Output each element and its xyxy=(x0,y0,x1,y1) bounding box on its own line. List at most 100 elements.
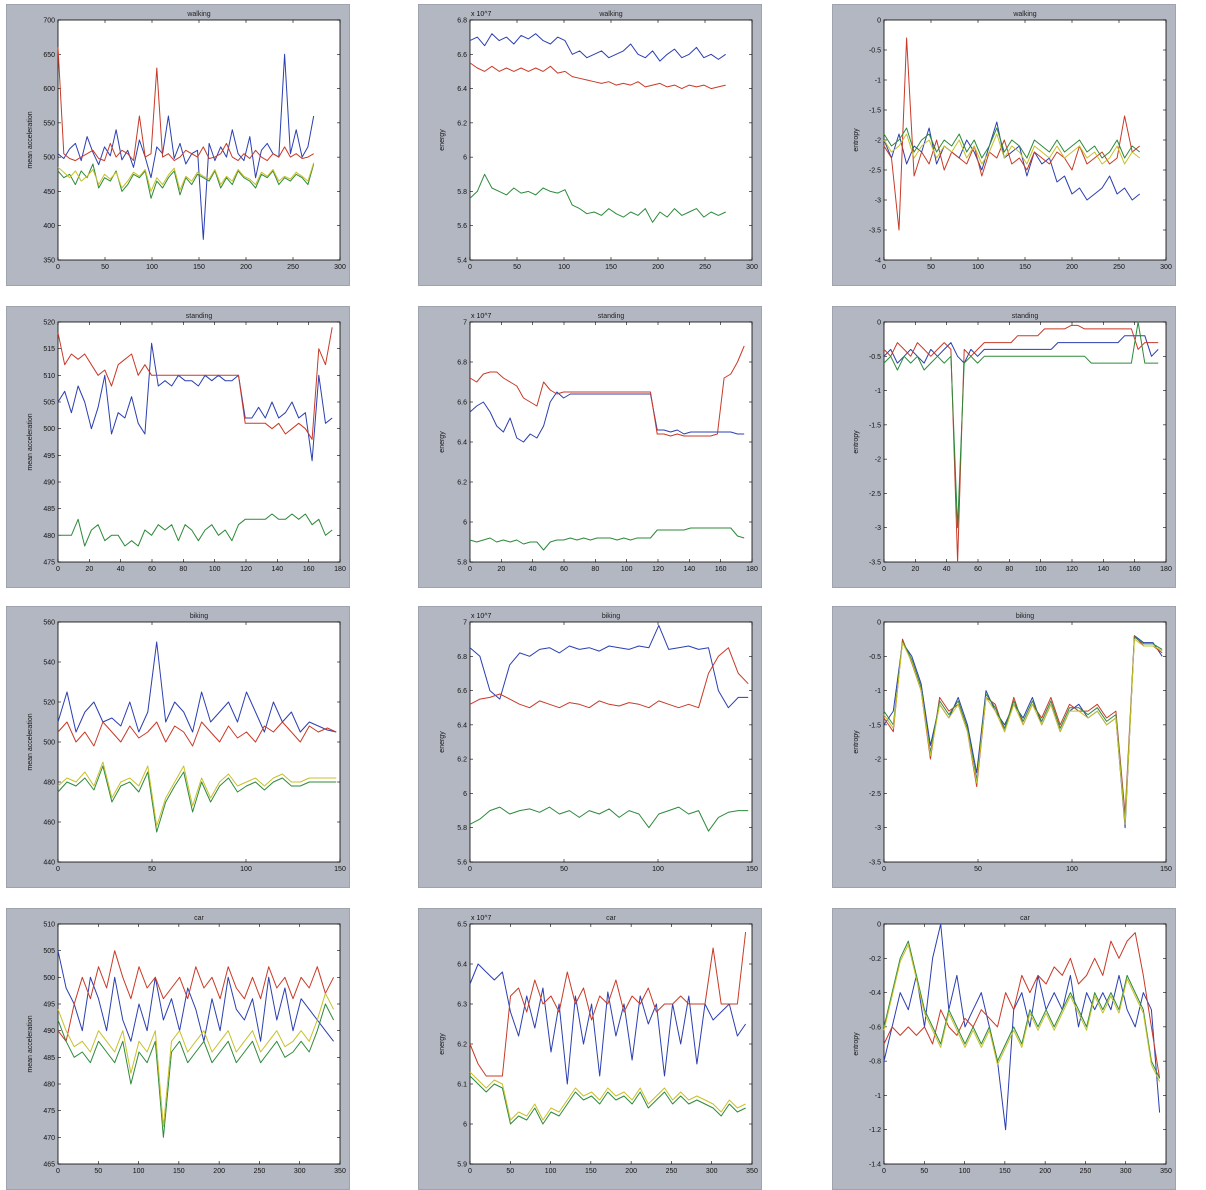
y-tick-label: 560 xyxy=(43,620,55,627)
y-tick-label: 490 xyxy=(43,480,55,487)
x-tick-label: 100 xyxy=(240,866,252,873)
x-tick-label: 150 xyxy=(1019,264,1031,271)
y-tick-label: -2 xyxy=(875,138,881,145)
series-line-2 xyxy=(469,806,749,832)
x-tick-label: 200 xyxy=(240,264,252,271)
axis-multiplier: x 10^7 xyxy=(471,915,492,922)
chart-svg: biking entropy 0 50 100 150 -3.5 -3 -2.5 -2 -1.5 -1… xyxy=(853,613,1172,873)
y-tick-label: 520 xyxy=(43,320,55,327)
series-line-2 xyxy=(57,765,337,833)
chart-title: walking xyxy=(186,11,210,18)
series-line-1 xyxy=(469,345,745,437)
y-tick-label: 7 xyxy=(463,320,467,327)
x-tick-label: 100 xyxy=(1066,866,1078,873)
y-tick-label: 6.4 xyxy=(457,962,467,969)
x-tick-label: 180 xyxy=(746,566,758,573)
x-tick-label: 50 xyxy=(974,866,982,873)
y-tick-label: 400 xyxy=(43,223,55,230)
x-tick-label: 120 xyxy=(1066,566,1078,573)
y-tick-label: 650 xyxy=(43,52,55,59)
x-tick-label: 200 xyxy=(213,1168,225,1175)
series-line-1 xyxy=(57,47,314,162)
y-tick-label: 6.4 xyxy=(457,86,467,93)
y-tick-label: -0.4 xyxy=(869,990,881,997)
series-line-3 xyxy=(469,1071,746,1121)
y-axis-label: mean acceleration xyxy=(27,1015,34,1072)
plot-area xyxy=(469,621,753,863)
y-tick-label: 475 xyxy=(43,1108,55,1115)
y-tick-label: 495 xyxy=(43,453,55,460)
y-tick-label: 6 xyxy=(463,520,467,527)
y-tick-label: 510 xyxy=(43,922,55,929)
chart-title: car xyxy=(606,915,616,922)
series-line-3 xyxy=(57,761,337,827)
plot-area xyxy=(883,923,1167,1165)
series-line-2 xyxy=(883,127,1141,159)
x-tick-label: 40 xyxy=(117,566,125,573)
x-tick-label: 350 xyxy=(334,1168,346,1175)
x-tick-label: 50 xyxy=(927,264,935,271)
y-tick-label: 440 xyxy=(43,860,55,867)
y-tick-label: 520 xyxy=(43,700,55,707)
x-tick-label: 50 xyxy=(560,866,568,873)
chart-title: car xyxy=(1020,915,1030,922)
x-tick-label: 140 xyxy=(271,566,283,573)
chart-svg: biking mean acceleration 0 50 100 150 440 460 48… xyxy=(27,613,346,873)
axis-multiplier: x 10^7 xyxy=(471,313,492,320)
y-tick-label: 6.8 xyxy=(457,360,467,367)
chart-title: car xyxy=(194,915,204,922)
y-tick-label: -3.5 xyxy=(869,860,881,867)
y-axis-label: entropy xyxy=(853,430,860,454)
y-tick-label: 550 xyxy=(43,120,55,127)
y-tick-label: 510 xyxy=(43,373,55,380)
series-line-2 xyxy=(469,173,726,223)
axis-multiplier: x 10^7 xyxy=(471,613,492,620)
x-tick-label: 250 xyxy=(287,264,299,271)
x-tick-label: 140 xyxy=(1097,566,1109,573)
chart-svg: biking x 10^7 energy 0 50 100 150 5.6 5.8 6 6.2 6.4… xyxy=(439,613,758,873)
x-tick-label: 160 xyxy=(303,566,315,573)
x-tick-label: 60 xyxy=(148,566,156,573)
y-axis-label: mean acceleration xyxy=(27,413,34,470)
x-tick-label: 50 xyxy=(148,866,156,873)
x-tick-label: 300 xyxy=(1160,264,1172,271)
axis-multiplier: x 10^7 xyxy=(471,11,492,18)
x-tick-label: 250 xyxy=(699,264,711,271)
chart-svg: walking mean acceleration 0 50 100 150 200 250 3… xyxy=(27,11,346,271)
y-tick-label: 5.4 xyxy=(457,258,467,265)
x-tick-label: 0 xyxy=(56,866,60,873)
x-tick-label: 120 xyxy=(652,566,664,573)
y-tick-label: 500 xyxy=(43,155,55,162)
chart-panel-walking-entropy: walking entropy 0 50 100 150 200 250 300 -4 -3.5 -3… xyxy=(832,4,1176,286)
x-tick-label: 0 xyxy=(882,866,886,873)
plot-area xyxy=(469,321,753,563)
plot-area xyxy=(883,19,1167,261)
x-tick-label: 250 xyxy=(666,1168,678,1175)
x-tick-label: 50 xyxy=(94,1168,102,1175)
x-tick-label: 200 xyxy=(652,264,664,271)
series-line-1 xyxy=(57,327,333,440)
y-tick-label: -3.5 xyxy=(869,560,881,567)
y-tick-label: 5.6 xyxy=(457,860,467,867)
y-tick-label: 505 xyxy=(43,400,55,407)
y-tick-label: 505 xyxy=(43,948,55,955)
chart-panel-car-energy: car x 10^7 energy 0 50 100 150 200 250 300 350 5.9 6… xyxy=(418,908,762,1190)
y-tick-label: 6.2 xyxy=(457,757,467,764)
y-tick-label: 6.3 xyxy=(457,1002,467,1009)
y-tick-label: 500 xyxy=(43,975,55,982)
x-tick-label: 80 xyxy=(1005,566,1013,573)
y-tick-label: 480 xyxy=(43,780,55,787)
series-line-1 xyxy=(469,931,747,1077)
y-tick-label: 600 xyxy=(43,86,55,93)
y-tick-label: -0.5 xyxy=(869,654,881,661)
y-tick-label: -2.5 xyxy=(869,168,881,175)
y-tick-label: 480 xyxy=(43,1082,55,1089)
y-tick-label: 485 xyxy=(43,1055,55,1062)
x-tick-label: 50 xyxy=(920,1168,928,1175)
y-axis-label: energy xyxy=(439,1033,446,1055)
series-line-2 xyxy=(883,940,1161,1079)
y-axis-label: mean acceleration xyxy=(27,111,34,168)
y-tick-label: 0 xyxy=(877,320,881,327)
x-tick-label: 60 xyxy=(974,566,982,573)
